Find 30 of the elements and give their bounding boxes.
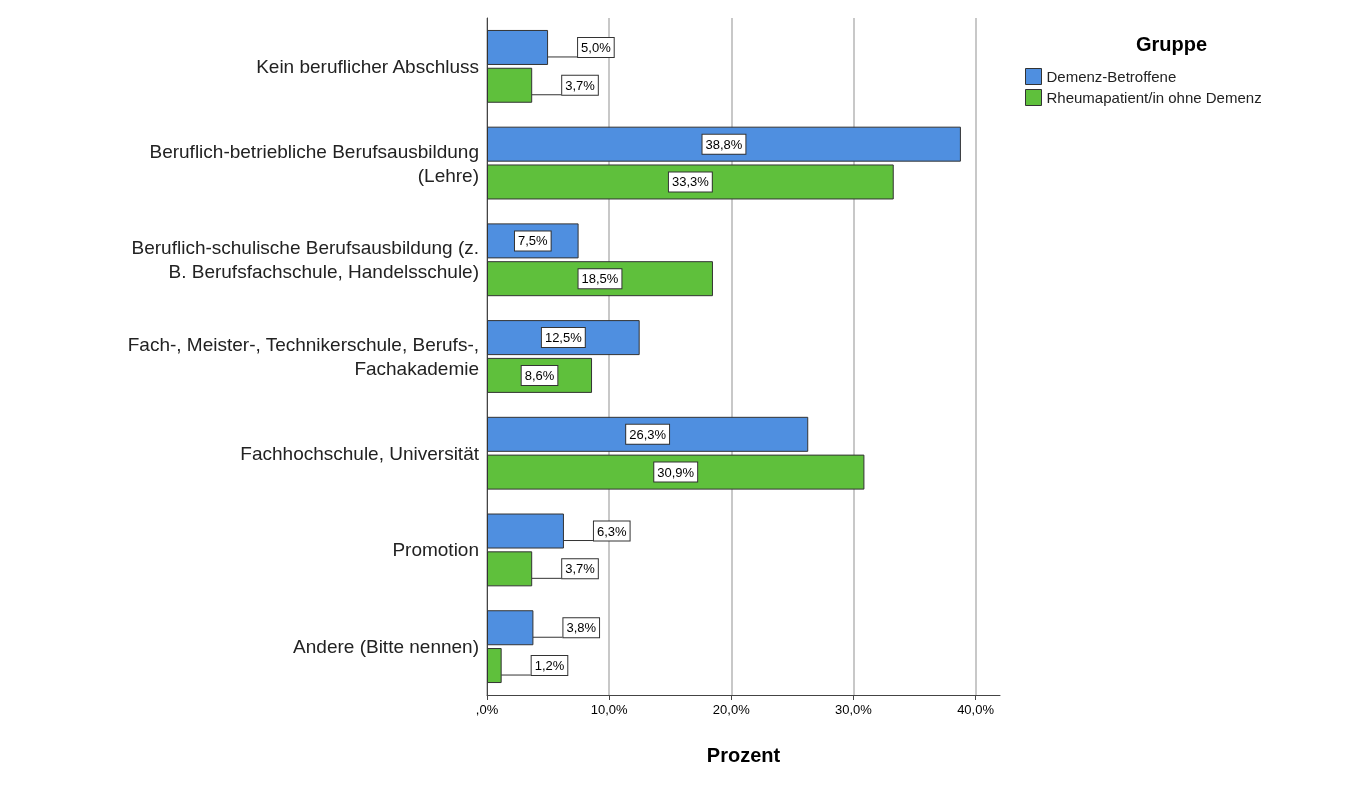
y-tick-label: Promotion: [392, 539, 479, 561]
data-label: 5,0%: [581, 39, 612, 55]
y-tick-label: Fach-, Meister-, Technikerschule, Berufs-, Fachakademie: [127, 334, 479, 379]
data-label: 8,6%: [524, 367, 555, 383]
data-label: 1,2%: [534, 658, 565, 674]
data-label: 33,3%: [671, 174, 710, 190]
x-tick-label: 20,0%: [712, 702, 751, 717]
legend-label: Rheumapatient/in ohne Demenz: [1046, 89, 1262, 106]
legend-title: Gruppe: [1136, 33, 1208, 55]
data-label: 38,8%: [705, 136, 743, 152]
data-label: 3,7%: [565, 561, 596, 577]
x-tick-label: 10,0%: [590, 702, 629, 717]
x-tick-label: 40,0%: [957, 702, 995, 717]
data-label: 12,5%: [544, 330, 583, 346]
y-tick-label: Beruflich-betriebliche Berufsausbildung (Lehre): [149, 140, 479, 186]
legend-label: Demenz-Betroffene: [1046, 68, 1177, 85]
data-label: 7,5%: [517, 233, 549, 249]
x-axis-title: Prozent: [706, 744, 781, 766]
data-label: 30,9%: [657, 464, 695, 480]
data-label: 18,5%: [581, 271, 619, 287]
data-label: 3,8%: [566, 620, 597, 636]
data-label: 3,7%: [565, 77, 596, 93]
x-tick-label: 30,0%: [834, 702, 873, 717]
y-tick-label: Fachhochschule, Universität: [240, 442, 480, 464]
y-tick-label: Beruflich-schulische Berufsausbildung (z. B. Berufsfachschule, Handelsschule): [131, 237, 479, 283]
data-label: 6,3%: [596, 523, 628, 539]
x-tick-label: ,0%: [475, 702, 499, 717]
y-tick-label: Andere (Bitte nennen): [293, 636, 479, 658]
y-tick-label: Kein beruflicher Abschluss: [256, 55, 479, 77]
data-label: 26,3%: [629, 426, 667, 442]
